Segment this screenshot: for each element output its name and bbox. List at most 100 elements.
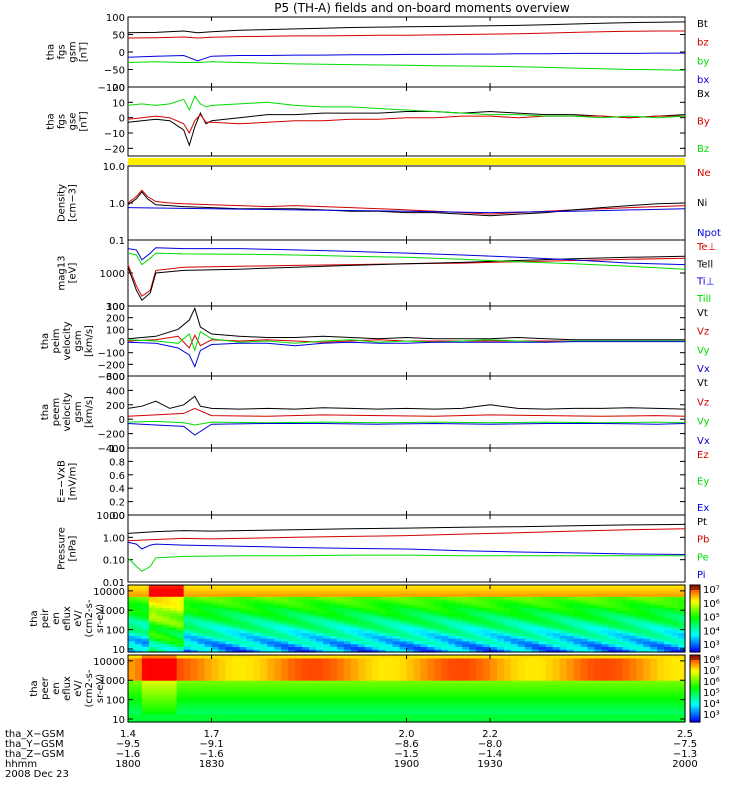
spectrogram-cell [211, 696, 220, 701]
spectrogram-cell [169, 629, 178, 634]
spectrogram-cell [413, 702, 422, 706]
spectrogram-cell [643, 604, 651, 608]
spectrogram-cell [524, 696, 533, 701]
spectrogram-cell [427, 710, 435, 715]
spectrogram-cell [657, 649, 665, 653]
spectrogram-cell [162, 688, 171, 692]
spectrogram-cell [531, 612, 540, 617]
y-tick-label: −10 [104, 129, 125, 140]
series-line [127, 395, 686, 410]
spectrogram-cell [594, 635, 603, 639]
spectrogram-cell [329, 666, 338, 670]
spectrogram-cell [357, 643, 366, 647]
spectrogram-cell [615, 615, 623, 620]
spectrogram-cell [608, 618, 616, 622]
spectrogram-cell [197, 596, 206, 600]
spectrogram-cell [204, 666, 213, 670]
spectrogram-cell [490, 708, 498, 712]
spectrogram-cell [232, 674, 240, 678]
spectrogram-cell [288, 674, 296, 678]
spectrogram-cell [385, 691, 394, 695]
spectrogram-cell [343, 688, 352, 692]
spectrogram-cell [455, 601, 463, 606]
spectrogram-cell [323, 663, 331, 667]
spectrogram-cell [622, 719, 630, 723]
spectrogram-cell [664, 649, 672, 653]
spectrogram-cell [225, 646, 234, 650]
spectrogram-cell [580, 705, 589, 709]
spectrogram-cell [420, 682, 428, 687]
spectrogram-cell [336, 640, 345, 645]
series-line [127, 330, 685, 352]
spectrogram-cell [350, 682, 359, 687]
spectrogram-cell [329, 699, 338, 704]
spectrogram-cell [281, 604, 289, 608]
spectrogram-cell [323, 702, 331, 706]
spectrogram-cell [657, 694, 665, 698]
spectrogram-cell [128, 610, 136, 614]
spectrogram-cell [490, 702, 498, 706]
spectrogram-cell [281, 618, 289, 622]
spectrogram-cell [204, 680, 213, 684]
spectrogram-cell [281, 699, 289, 704]
axis-row-value: 2000 [672, 759, 697, 770]
spectrogram-cell [504, 691, 512, 695]
y-tick-label: 0 [119, 337, 125, 348]
spectrogram-cell [664, 646, 672, 650]
spectrogram-cell [204, 646, 213, 650]
spectrogram-cell [587, 610, 596, 614]
spectrogram-cell [385, 710, 394, 715]
spectrogram-cell [559, 666, 568, 670]
spectrogram-cell [531, 655, 540, 659]
spectrogram-cell [239, 663, 247, 667]
spectrogram-cell [329, 601, 338, 606]
spectrogram-cell [573, 696, 582, 701]
spectrogram-cell [469, 601, 477, 606]
spectrogram-cell [566, 643, 575, 647]
spectrogram-cell [141, 643, 150, 647]
spectrogram-cell [462, 649, 470, 653]
spectrogram-cell [309, 621, 317, 625]
spectrogram-cell [636, 601, 644, 606]
spectrogram-cell [636, 646, 644, 650]
spectrogram-cell [350, 635, 359, 639]
spectrogram-cell [580, 632, 589, 636]
spectrogram-cell [211, 691, 220, 695]
spectrogram-cell [385, 640, 394, 645]
spectrogram-cell [399, 635, 408, 639]
spectrogram-cell [141, 601, 150, 606]
spectrogram-cell [239, 635, 247, 639]
spectrogram-cell [295, 674, 303, 678]
colorbar-label: 10⁷ [703, 666, 720, 677]
series-line [127, 61, 686, 71]
spectrogram-cell [155, 716, 164, 720]
spectrogram-cell [594, 632, 603, 636]
spectrogram-cell [455, 657, 463, 662]
spectrogram-cell [413, 671, 422, 676]
spectrogram-cell [260, 596, 268, 600]
spectrogram-cell [441, 688, 449, 692]
spectrogram-cell [204, 708, 213, 712]
spectrogram-cell [371, 635, 380, 639]
spectrogram-cell [538, 677, 547, 681]
spectrogram-cell [364, 624, 373, 628]
spectrogram-cell [183, 691, 192, 695]
spectrogram-cell [622, 601, 630, 606]
spectrogram-cell [246, 640, 254, 645]
spectrogram-cell [671, 688, 679, 692]
spectrogram-cell [260, 599, 268, 603]
spectrogram-cell [524, 694, 533, 698]
spectrogram-cell [413, 669, 422, 673]
spectrogram-cell [128, 638, 136, 642]
spectrogram-cell [385, 705, 394, 709]
spectrogram-cell [323, 713, 331, 717]
spectrogram-cell [148, 615, 157, 620]
spectrogram-cell [399, 660, 408, 664]
spectrogram-cell [288, 635, 296, 639]
spectrogram-cell [580, 688, 589, 692]
spectrogram-cell [427, 716, 435, 720]
spectrogram-cell [378, 640, 387, 645]
spectrogram-cell [302, 590, 310, 594]
